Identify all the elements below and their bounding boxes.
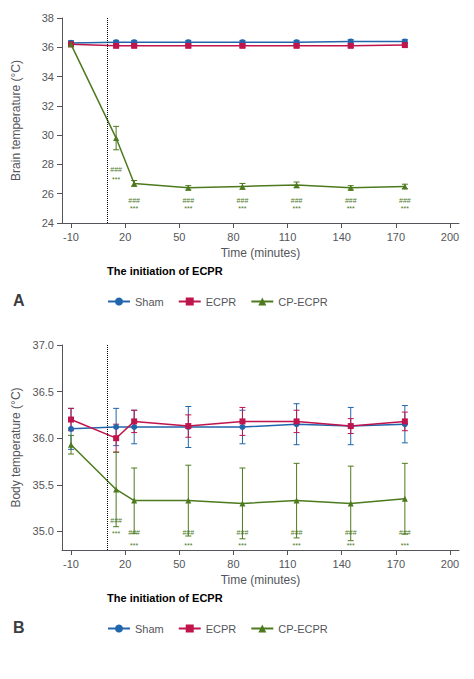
- svg-text:-10: -10: [63, 231, 79, 243]
- svg-text:26: 26: [42, 188, 54, 200]
- svg-text:140: 140: [333, 231, 351, 243]
- svg-text:35.5: 35.5: [33, 479, 54, 491]
- svg-text:***: ***: [238, 205, 246, 212]
- svg-text:###: ###: [399, 197, 411, 204]
- svg-text:50: 50: [173, 558, 185, 570]
- svg-text:Time (minutes): Time (minutes): [221, 246, 301, 260]
- svg-text:Sham: Sham: [135, 296, 164, 308]
- svg-text:-10: -10: [63, 558, 79, 570]
- svg-text:38: 38: [42, 12, 54, 24]
- svg-text:ECPR: ECPR: [206, 296, 237, 308]
- svg-text:140: 140: [333, 558, 351, 570]
- svg-text:50: 50: [173, 231, 185, 243]
- svg-text:80: 80: [227, 558, 239, 570]
- svg-text:###: ###: [291, 197, 303, 204]
- svg-text:The initiation of ECPR: The initiation of ECPR: [107, 592, 223, 604]
- svg-text:32: 32: [42, 100, 54, 112]
- svg-text:CP-ECPR: CP-ECPR: [278, 296, 328, 308]
- svg-text:###: ###: [182, 197, 194, 204]
- svg-text:36.0: 36.0: [33, 432, 54, 444]
- svg-text:***: ***: [292, 542, 300, 549]
- svg-text:CP-ECPR: CP-ECPR: [278, 623, 328, 635]
- svg-text:170: 170: [387, 558, 405, 570]
- svg-text:***: ***: [112, 530, 120, 537]
- svg-text:###: ###: [128, 197, 140, 204]
- svg-text:***: ***: [401, 205, 409, 212]
- svg-text:***: ***: [184, 205, 192, 212]
- svg-text:Sham: Sham: [135, 623, 164, 635]
- svg-text:ECPR: ECPR: [206, 623, 237, 635]
- svg-text:***: ***: [347, 542, 355, 549]
- svg-text:28: 28: [42, 158, 54, 170]
- svg-text:80: 80: [227, 231, 239, 243]
- svg-text:30: 30: [42, 129, 54, 141]
- svg-text:37.0: 37.0: [33, 339, 54, 351]
- svg-text:34: 34: [42, 71, 54, 83]
- svg-text:A: A: [13, 292, 25, 309]
- svg-text:###: ###: [182, 529, 194, 536]
- svg-text:20: 20: [119, 231, 131, 243]
- svg-text:200: 200: [441, 231, 459, 243]
- svg-text:36: 36: [42, 41, 54, 53]
- svg-text:***: ***: [292, 205, 300, 212]
- svg-text:The initiation of ECPR: The initiation of ECPR: [107, 265, 223, 277]
- svg-text:***: ***: [130, 542, 138, 549]
- svg-text:###: ###: [345, 529, 357, 536]
- svg-text:***: ***: [184, 542, 192, 549]
- svg-text:###: ###: [110, 166, 122, 173]
- svg-text:35.0: 35.0: [33, 525, 54, 537]
- svg-text:200: 200: [441, 558, 459, 570]
- svg-text:110: 110: [279, 558, 297, 570]
- svg-text:***: ***: [130, 205, 138, 212]
- svg-text:***: ***: [401, 542, 409, 549]
- svg-text:###: ###: [110, 517, 122, 524]
- svg-text:170: 170: [387, 231, 405, 243]
- svg-text:24: 24: [42, 217, 54, 229]
- svg-text:###: ###: [345, 197, 357, 204]
- svg-text:###: ###: [237, 529, 249, 536]
- svg-text:###: ###: [291, 529, 303, 536]
- svg-text:36.5: 36.5: [33, 386, 54, 398]
- svg-text:110: 110: [279, 231, 297, 243]
- svg-text:###: ###: [128, 529, 140, 536]
- svg-text:***: ***: [238, 542, 246, 549]
- svg-text:20: 20: [119, 558, 131, 570]
- svg-text:***: ***: [347, 205, 355, 212]
- svg-text:Brain temperature (°C): Brain temperature (°C): [9, 60, 23, 181]
- svg-text:B: B: [13, 619, 25, 636]
- svg-text:###: ###: [399, 529, 411, 536]
- svg-text:Time (minutes): Time (minutes): [221, 573, 301, 587]
- svg-text:***: ***: [112, 176, 120, 183]
- svg-text:Body temperature (°C): Body temperature (°C): [9, 387, 23, 507]
- svg-text:###: ###: [237, 197, 249, 204]
